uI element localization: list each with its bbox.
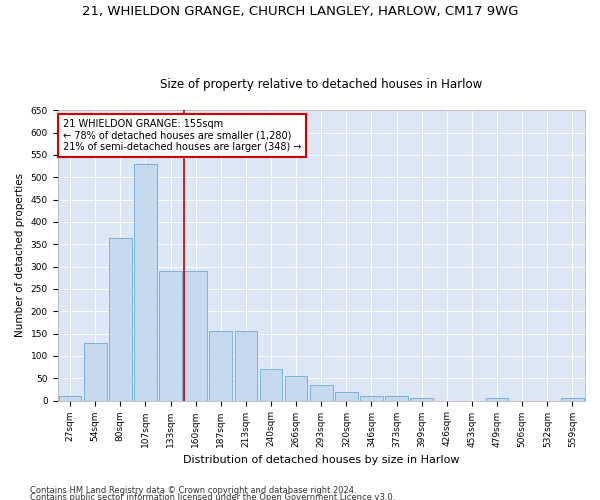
Bar (260, 370, 283, 400)
Title: Size of property relative to detached houses in Harlow: Size of property relative to detached ho… (160, 78, 482, 91)
Bar (285, 376, 307, 400)
Bar (335, 392, 358, 400)
Text: Contains HM Land Registry data © Crown copyright and database right 2024.: Contains HM Land Registry data © Crown c… (30, 486, 356, 495)
Bar (184, 271, 207, 400)
Text: 21, WHIELDON GRANGE, CHURCH LANGLEY, HARLOW, CM17 9WG: 21, WHIELDON GRANGE, CHURCH LANGLEY, HAR… (82, 5, 518, 18)
Text: 21 WHIELDON GRANGE: 155sqm
← 78% of detached houses are smaller (1,280)
21% of s: 21 WHIELDON GRANGE: 155sqm ← 78% of deta… (63, 119, 301, 152)
X-axis label: Distribution of detached houses by size in Harlow: Distribution of detached houses by size … (183, 455, 460, 465)
Bar (209, 332, 232, 400)
Bar (486, 398, 508, 400)
Bar (134, 164, 157, 400)
Bar (561, 398, 584, 400)
Bar (410, 398, 433, 400)
Bar (235, 332, 257, 400)
Bar (84, 342, 107, 400)
Bar (385, 396, 408, 400)
Bar (360, 396, 383, 400)
Bar (159, 271, 182, 400)
Bar (109, 238, 131, 400)
Bar (59, 396, 82, 400)
Y-axis label: Number of detached properties: Number of detached properties (15, 174, 25, 338)
Text: Contains public sector information licensed under the Open Government Licence v3: Contains public sector information licen… (30, 494, 395, 500)
Bar (310, 385, 332, 400)
